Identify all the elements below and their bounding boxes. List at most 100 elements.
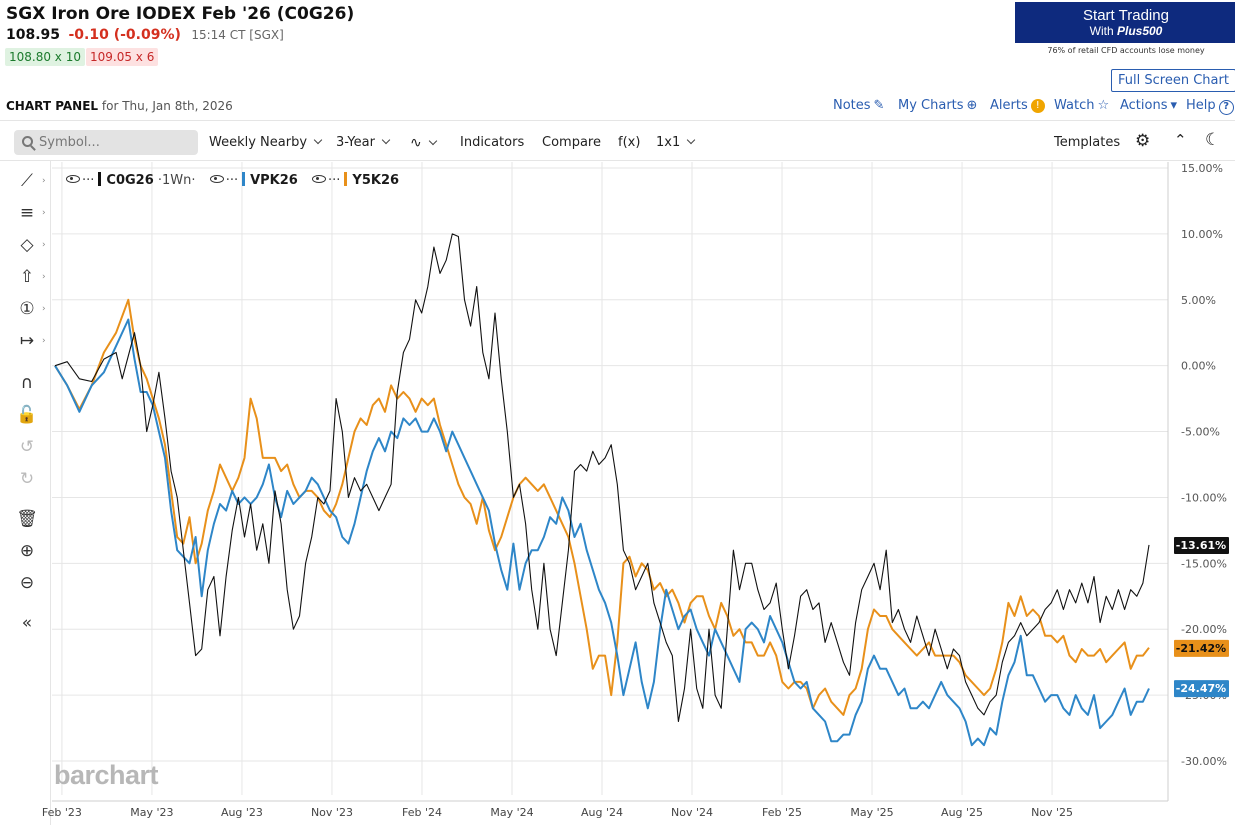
y-tick-label: 5.00%: [1181, 294, 1216, 307]
arrow-tool-icon[interactable]: ⇧ ›: [19, 267, 46, 287]
expand-arrow-icon: ↗: [1233, 73, 1235, 88]
last-price: 108.95: [6, 27, 61, 43]
indicators-button[interactable]: Indicators: [460, 135, 525, 150]
trash-icon[interactable]: 🗑: [16, 509, 38, 529]
barchart-watermark: barchart: [54, 760, 159, 790]
x-tick-label: Feb '25: [762, 806, 802, 819]
range-dropdown[interactable]: 3-Year: [336, 135, 391, 150]
x-tick-label: May '23: [130, 806, 173, 819]
eye-icon[interactable]: [66, 175, 80, 183]
eye-icon[interactable]: [312, 175, 326, 183]
series-color-swatch: [98, 172, 102, 186]
legend-series-name: C0G26: [106, 173, 154, 188]
fib-tool-icon[interactable]: ≡ ›: [19, 203, 46, 223]
symbol-placeholder: Symbol...: [39, 135, 100, 150]
panel-date: for Thu, Jan 8th, 2026: [101, 99, 233, 113]
x-tick-label: Aug '25: [941, 806, 983, 819]
watch-label: Watch: [1054, 98, 1095, 113]
alerts-button[interactable]: Alerts!: [990, 98, 1045, 113]
function-button[interactable]: f(x): [618, 135, 641, 150]
more-icon[interactable]: ···: [328, 173, 341, 188]
y-tick-label: 0.00%: [1181, 360, 1216, 373]
y-tick-label: -20.00%: [1181, 623, 1227, 636]
compare-button[interactable]: Compare: [542, 135, 601, 150]
price-row: 108.95 -0.10 (-0.09%) 15:14 CT [SGX]: [6, 27, 284, 43]
plus-circle-icon: ⊕: [966, 98, 978, 113]
zoom-in-icon[interactable]: ⊕: [19, 541, 35, 561]
legend-item-vpk26[interactable]: ··· VPK26: [209, 172, 298, 188]
moon-icon[interactable]: ☾: [1205, 130, 1221, 150]
legend-item-c0g26[interactable]: ··· C0G26 ·1Wn·: [66, 172, 196, 188]
last-value-label: -24.47%: [1176, 682, 1226, 695]
instrument-title: SGX Iron Ore IODEX Feb '26 (C0G26): [6, 4, 355, 24]
legend-item-y5k26[interactable]: ··· Y5K26: [312, 172, 399, 188]
collapse-sidebar-icon[interactable]: «: [21, 613, 33, 633]
x-tick-label: May '25: [850, 806, 893, 819]
watch-button[interactable]: Watch ☆: [1054, 98, 1109, 113]
x-tick-label: Nov '23: [311, 806, 353, 819]
layout-dropdown[interactable]: 1x1: [656, 135, 696, 150]
line-chart-icon: ∿: [410, 135, 422, 151]
range-label: 3-Year: [336, 135, 375, 150]
alerts-label: Alerts: [990, 98, 1028, 113]
series-color-swatch: [242, 172, 246, 186]
y-tick-label: 15.00%: [1181, 162, 1223, 175]
series-line-vpk26[interactable]: [54, 318, 1150, 747]
caret-down-icon: ▾: [1170, 98, 1178, 113]
help-button[interactable]: Help?: [1186, 98, 1234, 115]
lock-icon[interactable]: 🔓: [16, 405, 38, 425]
x-tick-label: Feb '24: [402, 806, 442, 819]
legend-series-interval: ·1Wn·: [153, 173, 196, 188]
last-value-badge-c0g26: [1174, 537, 1229, 555]
series-line-y5k26[interactable]: [54, 298, 1150, 716]
interval-dropdown[interactable]: Weekly Nearby: [209, 135, 323, 150]
zoom-out-icon[interactable]: ⊖: [19, 573, 35, 593]
symbol-search-input[interactable]: Symbol...: [14, 130, 198, 155]
x-tick-label: Feb '23: [42, 806, 82, 819]
gear-icon[interactable]: ⚙: [1135, 131, 1151, 151]
notes-label: Notes: [833, 98, 871, 113]
last-value-badge-y5k26: [1174, 639, 1229, 657]
bid-badge: 108.80 x 10: [5, 48, 85, 66]
question-icon: ?: [1218, 100, 1234, 115]
last-value-badge-vpk26: [1174, 680, 1229, 698]
ad-subline-prefix: With: [1089, 24, 1114, 38]
series-line-c0g26[interactable]: [54, 233, 1150, 723]
templates-button[interactable]: Templates: [1054, 135, 1121, 150]
legend-series-name: VPK26: [250, 173, 298, 188]
advertisement-banner[interactable]: Start Trading With Plus500 76% of retail…: [1015, 2, 1235, 58]
layout-label: 1x1: [656, 135, 681, 150]
alert-badge-icon: !: [1030, 99, 1045, 113]
y-tick-label: -30.00%: [1181, 755, 1227, 768]
eye-icon[interactable]: [209, 175, 224, 183]
actions-label: Actions: [1120, 98, 1168, 113]
redo-icon[interactable]: ↻: [19, 469, 35, 489]
help-label: Help: [1186, 98, 1216, 113]
my-charts-button[interactable]: My Charts ⊕: [898, 98, 977, 113]
quote-time: 15:14 CT [SGX]: [191, 28, 284, 42]
legend-series-suffix: 1Wn: [162, 173, 192, 188]
chart-legend: ··· C0G26 ·1Wn· ··· VPK26 ··· Y5K26: [66, 172, 409, 188]
star-icon: ☆: [1097, 98, 1110, 113]
my-charts-label: My Charts: [898, 98, 964, 113]
number-marker-icon[interactable]: ① ›: [19, 299, 46, 319]
measure-tool-icon[interactable]: ↦ ›: [19, 331, 46, 351]
more-icon[interactable]: ···: [225, 173, 239, 188]
shape-tool-icon[interactable]: ◇ ›: [20, 235, 46, 255]
divider: [0, 160, 1235, 161]
actions-menu[interactable]: Actions ▾: [1120, 98, 1177, 113]
divider: [0, 120, 1235, 121]
chevron-up-double-icon[interactable]: ⌃: [1174, 131, 1187, 149]
line-tool-icon[interactable]: ⟋ ›: [21, 171, 46, 191]
ad-disclaimer: 76% of retail CFD accounts lose money: [1015, 43, 1235, 58]
chart-panel-label: CHART PANEL for Thu, Jan 8th, 2026: [6, 99, 233, 113]
chart-type-dropdown[interactable]: ∿: [410, 135, 437, 151]
notes-button[interactable]: Notes ✎: [833, 98, 884, 113]
full-screen-chart-button[interactable]: Full Screen Chart ↗: [1111, 69, 1235, 92]
undo-icon[interactable]: ↺: [19, 437, 35, 457]
more-icon[interactable]: ···: [82, 173, 95, 188]
magnet-icon[interactable]: ∩: [20, 373, 34, 393]
ad-subline: With Plus500: [1015, 24, 1235, 38]
last-value-label: -21.42%: [1176, 642, 1226, 655]
